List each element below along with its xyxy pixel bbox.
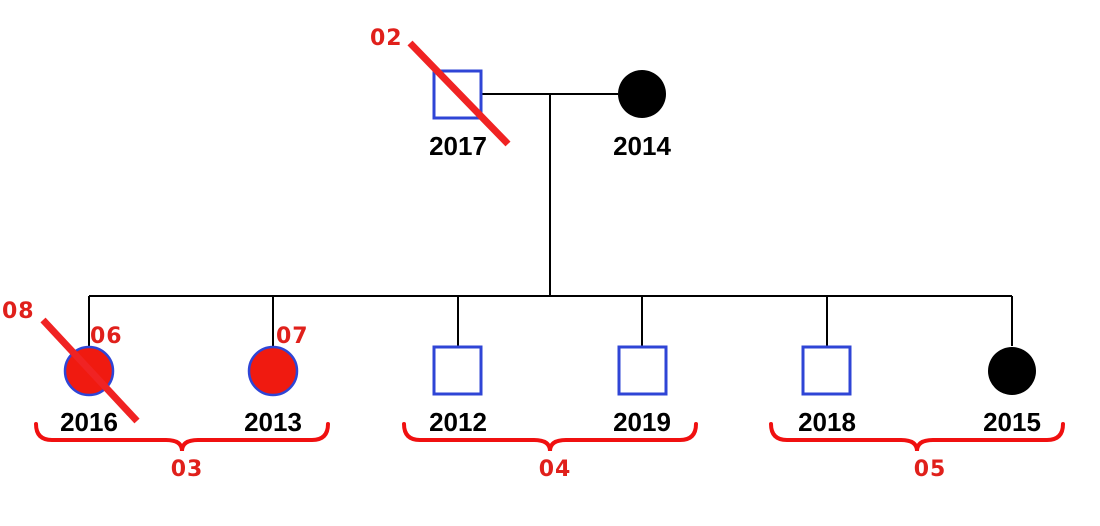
parent-generation: 2017 02 2014 [370, 26, 671, 161]
child-2-annotation: 07 [276, 324, 309, 349]
child-5-symbol [801, 345, 852, 396]
child-3-year: 2012 [429, 407, 487, 437]
child-6-year: 2015 [983, 407, 1041, 437]
group-1-brace [34, 422, 330, 452]
group-3-brace [769, 422, 1065, 452]
child-4-year: 2019 [613, 407, 671, 437]
child-2-year: 2013 [244, 407, 302, 437]
group-2-brace [402, 422, 698, 452]
child-5-year: 2018 [798, 407, 856, 437]
group-2-label: 04 [539, 457, 572, 482]
child-6-symbol [988, 347, 1036, 395]
mother-year: 2014 [613, 131, 671, 161]
child-1-deceased-slash [40, 317, 140, 424]
mother-symbol [618, 70, 666, 118]
child-slash-annotation: 08 [2, 299, 35, 324]
group-1-label: 03 [171, 457, 204, 482]
group-braces: 03 04 05 [34, 422, 1065, 482]
child-generation: 2016 06 08 2013 07 2012 2019 2018 2015 [2, 299, 1041, 437]
group-3-label: 05 [914, 457, 947, 482]
father-deceased-slash [407, 40, 511, 147]
father-year: 2017 [429, 131, 487, 161]
child-2-symbol [247, 345, 299, 397]
connector-lines [88, 93, 1013, 348]
father-slash-annotation: 02 [370, 26, 403, 51]
child-3-symbol [432, 345, 483, 396]
child-4-symbol [617, 345, 668, 396]
child-1-year: 2016 [60, 407, 118, 437]
child-1-annotation: 06 [90, 324, 123, 349]
